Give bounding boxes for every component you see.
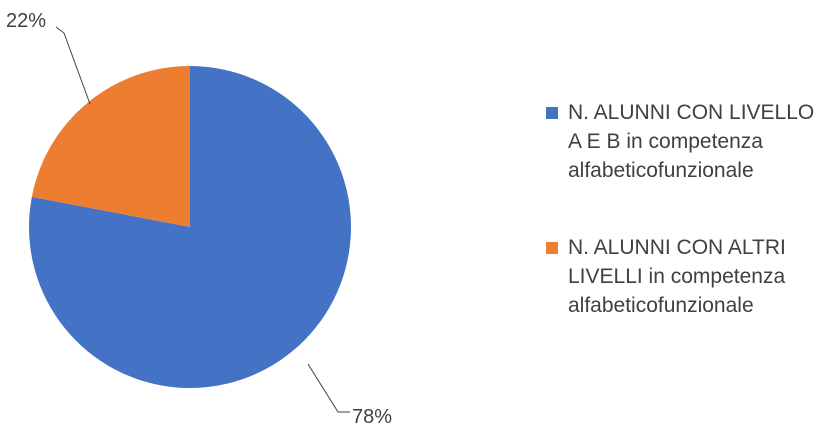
legend-label-altri-livelli: N. ALUNNI CON ALTRI LIVELLI in competenz… xyxy=(568,236,786,317)
pie-slice-1[interactable] xyxy=(31,65,190,227)
pie-slices xyxy=(28,65,351,389)
legend-label-livello-a-e-b: N. ALUNNI CON LIVELLO A E B in competenz… xyxy=(568,101,815,182)
leader-line-1 xyxy=(55,26,91,105)
pie-slice-0[interactable] xyxy=(28,66,351,389)
legend-item-altri-livelli[interactable]: N. ALUNNI CON ALTRI LIVELLI in competenz… xyxy=(546,233,826,320)
data-labels: 78% 22% xyxy=(6,10,392,428)
legend-item-livello-a-e-b[interactable]: N. ALUNNI CON LIVELLO A E B in competenz… xyxy=(546,98,826,185)
legend-swatch-blue xyxy=(546,107,558,119)
leader-lines xyxy=(55,26,350,413)
legend-swatch-orange xyxy=(546,242,558,254)
leader-line-0 xyxy=(307,363,350,413)
data-label-1: 22% xyxy=(6,10,46,32)
data-label-0: 78% xyxy=(352,406,392,428)
legend: N. ALUNNI CON LIVELLO A E B in competenz… xyxy=(546,98,826,320)
